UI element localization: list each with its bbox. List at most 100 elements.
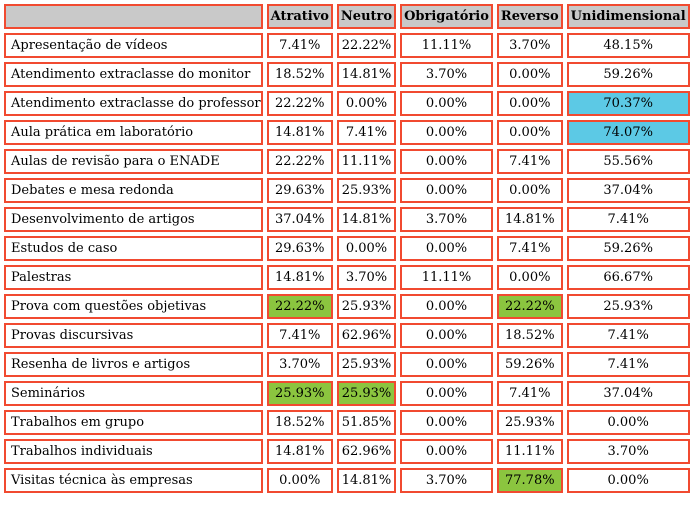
value-cell: 3.70% xyxy=(336,265,397,290)
value-cell: 3.70% xyxy=(400,62,493,87)
value-cell: 14.81% xyxy=(336,207,397,232)
value-cell: 3.70% xyxy=(266,352,333,377)
table-row: Seminários 25.93% 25.93% 0.00% 7.41% 37.04% xyxy=(4,381,690,406)
column-header: Obrigatório xyxy=(400,4,493,29)
table-row: Aulas de revisão para o ENADE 22.22% 11.11… xyxy=(4,149,690,174)
column-header: Reverso xyxy=(496,4,563,29)
value-cell: 7.41% xyxy=(496,236,563,261)
value-cell: 25.93% xyxy=(496,410,563,435)
corner-header-cell xyxy=(4,4,263,29)
value-cell: 11.11% xyxy=(400,265,493,290)
value-cell: 48.15% xyxy=(566,33,690,58)
column-header: Neutro xyxy=(336,4,397,29)
row-label: Provas discursivas xyxy=(4,323,263,348)
value-cell: 0.00% xyxy=(400,91,493,116)
value-cell: 25.93% xyxy=(336,352,397,377)
value-cell: 0.00% xyxy=(400,352,493,377)
value-cell: 18.52% xyxy=(266,62,333,87)
value-cell: 7.41% xyxy=(496,149,563,174)
value-cell: 59.26% xyxy=(566,236,690,261)
value-cell: 25.93% xyxy=(336,294,397,319)
value-cell: 14.81% xyxy=(336,62,397,87)
value-cell: 7.41% xyxy=(496,381,563,406)
value-cell: 0.00% xyxy=(400,149,493,174)
value-cell: 18.52% xyxy=(496,323,563,348)
value-cell: 25.93% xyxy=(566,294,690,319)
header-row: Atrativo Neutro Obrigatório Reverso Unidimen… xyxy=(4,4,690,29)
table-row: Debates e mesa redonda 29.63% 25.93% 0.00% 0… xyxy=(4,178,690,203)
value-cell: 0.00% xyxy=(400,439,493,464)
value-cell: 25.93% xyxy=(336,178,397,203)
table-row: Visitas técnica às empresas 0.00% 14.81% 3.… xyxy=(4,468,690,493)
value-cell: 29.63% xyxy=(266,236,333,261)
row-label: Debates e mesa redonda xyxy=(4,178,263,203)
value-cell: 59.26% xyxy=(566,62,690,87)
value-cell: 11.11% xyxy=(336,149,397,174)
value-cell: 0.00% xyxy=(336,91,397,116)
value-cell: 0.00% xyxy=(496,62,563,87)
value-cell: 0.00% xyxy=(400,120,493,145)
row-label: Aulas de revisão para o ENADE xyxy=(4,149,263,174)
value-cell: 0.00% xyxy=(400,410,493,435)
table-row: Desenvolvimento de artigos 37.04% 14.81% 3.… xyxy=(4,207,690,232)
value-cell: 0.00% xyxy=(400,294,493,319)
row-label: Palestras xyxy=(4,265,263,290)
value-cell: 0.00% xyxy=(496,120,563,145)
row-label: Resenha de livros e artigos xyxy=(4,352,263,377)
value-cell: 11.11% xyxy=(496,439,563,464)
value-cell: 25.93% xyxy=(266,381,333,406)
value-cell: 0.00% xyxy=(266,468,333,493)
row-label: Trabalhos individuais xyxy=(4,439,263,464)
value-cell: 7.41% xyxy=(566,207,690,232)
row-label: Seminários xyxy=(4,381,263,406)
row-label: Apresentação de vídeos xyxy=(4,33,263,58)
value-cell: 0.00% xyxy=(566,468,690,493)
column-header: Atrativo xyxy=(266,4,333,29)
value-cell: 37.04% xyxy=(566,381,690,406)
row-label: Estudos de caso xyxy=(4,236,263,261)
value-cell: 22.22% xyxy=(336,33,397,58)
value-cell: 74.07% xyxy=(566,120,690,145)
table-row: Trabalhos em grupo 18.52% 51.85% 0.00% 25.93… xyxy=(4,410,690,435)
value-cell: 70.37% xyxy=(566,91,690,116)
row-label: Atendimento extraclasse do monitor xyxy=(4,62,263,87)
value-cell: 62.96% xyxy=(336,439,397,464)
table-row: Aula prática em laboratório 14.81% 7.41% 0.… xyxy=(4,120,690,145)
row-label: Aula prática em laboratório xyxy=(4,120,263,145)
value-cell: 3.70% xyxy=(566,439,690,464)
value-cell: 66.67% xyxy=(566,265,690,290)
value-cell: 22.22% xyxy=(266,294,333,319)
value-cell: 22.22% xyxy=(496,294,563,319)
value-cell: 7.41% xyxy=(336,120,397,145)
value-cell: 0.00% xyxy=(496,91,563,116)
value-cell: 55.56% xyxy=(566,149,690,174)
value-cell: 25.93% xyxy=(336,381,397,406)
value-cell: 14.81% xyxy=(266,120,333,145)
value-cell: 3.70% xyxy=(400,468,493,493)
value-cell: 0.00% xyxy=(566,410,690,435)
value-cell: 7.41% xyxy=(566,323,690,348)
table-row: Prova com questões objetivas 22.22% 25.93%… xyxy=(4,294,690,319)
value-cell: 37.04% xyxy=(566,178,690,203)
value-cell: 22.22% xyxy=(266,91,333,116)
value-cell: 0.00% xyxy=(400,236,493,261)
value-cell: 22.22% xyxy=(266,149,333,174)
value-cell: 0.00% xyxy=(496,178,563,203)
value-cell: 0.00% xyxy=(400,178,493,203)
row-label: Visitas técnica às empresas xyxy=(4,468,263,493)
value-cell: 7.41% xyxy=(266,33,333,58)
kano-results-table: Atrativo Neutro Obrigatório Reverso Unidimen… xyxy=(4,4,690,493)
value-cell: 37.04% xyxy=(266,207,333,232)
value-cell: 7.41% xyxy=(266,323,333,348)
value-cell: 14.81% xyxy=(266,439,333,464)
value-cell: 0.00% xyxy=(400,323,493,348)
column-header: Unidimensional xyxy=(566,4,690,29)
value-cell: 0.00% xyxy=(336,236,397,261)
value-cell: 59.26% xyxy=(496,352,563,377)
row-label: Trabalhos em grupo xyxy=(4,410,263,435)
table-row: Palestras 14.81% 3.70% 11.11% 0.00% 66.67% xyxy=(4,265,690,290)
table-row: Estudos de caso 29.63% 0.00% 0.00% 7.41% 59.2… xyxy=(4,236,690,261)
value-cell: 11.11% xyxy=(400,33,493,58)
value-cell: 3.70% xyxy=(400,207,493,232)
value-cell: 77.78% xyxy=(496,468,563,493)
